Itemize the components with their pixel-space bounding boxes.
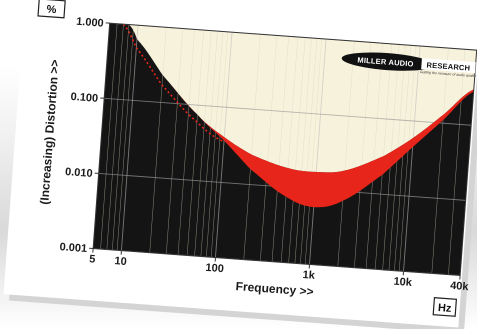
x-grid-line	[100, 23, 118, 250]
y-tick-label: 0.001	[59, 241, 87, 255]
x-grid-line	[337, 41, 355, 267]
x-grid-line	[280, 36, 298, 263]
x-grid-line	[116, 24, 134, 251]
y-tick-label: 0.010	[65, 166, 93, 180]
x-grid-line	[354, 42, 372, 268]
x-grid-line	[206, 31, 224, 257]
x-grid-line	[431, 48, 449, 274]
logo-text-miller-audio: MILLER AUDIO	[357, 55, 414, 68]
x-unit-label: Hz	[438, 302, 453, 315]
x-grid-line	[112, 24, 130, 250]
x-grid-line	[149, 27, 167, 253]
x-grid-line	[288, 37, 306, 263]
logo-text-research: RESEARCH	[426, 60, 470, 72]
dotted-trace	[122, 23, 225, 143]
x-grid-line	[166, 28, 184, 254]
y-grid-line	[104, 97, 472, 126]
logo-tagline: Getting the measure of audio quality	[420, 70, 477, 78]
miller-audio-research-logo: MILLER AUDIO RESEARCH Getting the measur…	[341, 52, 477, 78]
x-tick-label: 40k	[450, 280, 470, 293]
x-grid-line	[309, 39, 327, 265]
x-axis-ticks: 5 10 100 1k 10k 40k	[89, 248, 470, 293]
x-grid-line	[403, 45, 421, 272]
x-tick-label: 10	[114, 255, 127, 268]
x-grid-line	[215, 32, 233, 258]
x-grid-line	[300, 38, 318, 264]
x-axis-title: Frequency >>	[235, 279, 314, 299]
x-tick-label: 10k	[393, 276, 413, 289]
x-grid-line	[271, 36, 289, 262]
x-grid-line	[243, 34, 261, 260]
y-axis-ticks: 1.000 0.100 0.010 0.001	[59, 16, 110, 255]
y-unit-label: %	[46, 4, 57, 17]
x-grid-line	[186, 30, 204, 256]
plot-frame	[92, 22, 477, 277]
y-tick-label: 0.100	[70, 91, 98, 105]
x-grid-line	[200, 31, 218, 257]
x-grid-line	[177, 29, 195, 255]
y-unit-box: %	[37, 0, 66, 19]
x-grid-line	[260, 35, 278, 261]
x-grid-line	[394, 45, 412, 271]
x-grid-line	[210, 31, 228, 258]
x-grid-line	[365, 43, 383, 269]
x-grid-line	[106, 24, 124, 250]
x-tick-label: 1k	[302, 269, 316, 282]
x-grid-line	[448, 49, 466, 275]
x-grid-line	[194, 30, 212, 257]
x-grid-line	[304, 38, 322, 265]
y-tick-label: 1.000	[76, 16, 104, 30]
x-grid-line	[120, 25, 139, 251]
distortion-band	[128, 24, 474, 208]
x-tick-label: 100	[205, 262, 224, 275]
x-unit-box: Hz	[432, 297, 458, 317]
x-grid-line	[398, 45, 417, 272]
x-tick-label: 5	[89, 253, 96, 265]
x-grid-line	[294, 37, 312, 264]
